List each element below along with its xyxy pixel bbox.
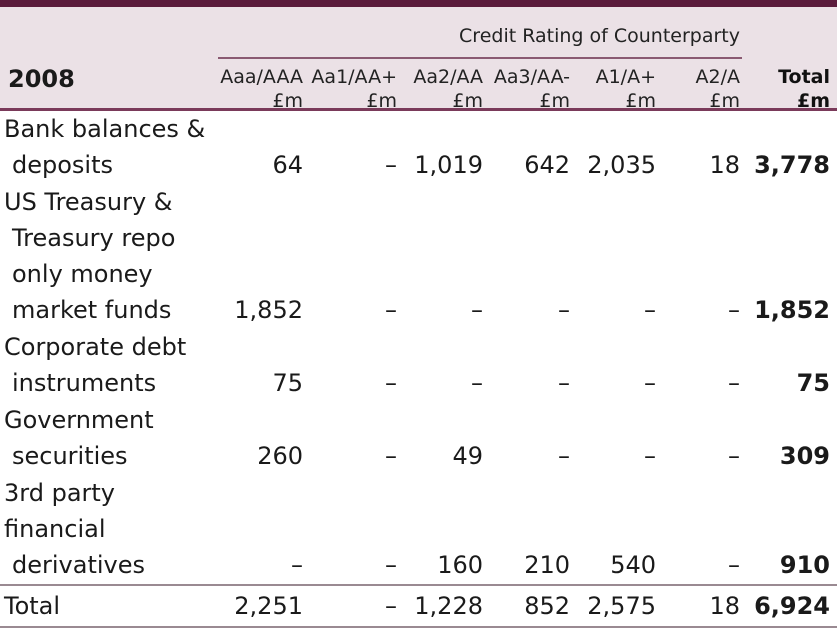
total-value-cell: 2,575 (570, 584, 656, 628)
column-rating: A2/A (695, 66, 741, 88)
value-cell: – (385, 369, 397, 397)
column-header: Aa2/AA £m (413, 65, 483, 113)
table-row: Corporate debt instruments 75 – – – – – 75 (0, 329, 837, 402)
total-row-label: Total (0, 584, 218, 628)
value-cell: 260 (257, 442, 303, 470)
row-total-cell: 3,778 (754, 151, 830, 179)
row-label-line: market funds (12, 296, 172, 324)
row-label-line: only money (12, 260, 153, 288)
column-unit: £m (625, 90, 656, 112)
group-header-rule (218, 57, 742, 59)
value-cell: 64 (272, 151, 303, 179)
row-label-line: Corporate debt (4, 333, 187, 361)
column-header: A1/A+ £m (596, 65, 656, 113)
value-cell: – (558, 296, 570, 324)
column-rating: Total (778, 66, 830, 88)
value-cell: 18 (709, 151, 740, 179)
row-total-cell: 910 (779, 551, 830, 579)
row-label-line: 3rd party financial (4, 479, 115, 543)
column-header: Aa1/AA+ £m (311, 65, 397, 113)
column-unit: £m (709, 90, 740, 112)
column-unit: £m (366, 90, 397, 112)
column-unit: £m (539, 90, 570, 112)
total-row: Total 2,251–1,228 852 2,575 18 6,924 (0, 584, 837, 628)
value-cell: – (644, 369, 656, 397)
table-header: Credit Rating of Counterparty 2008 Aaa/A… (0, 7, 837, 113)
value-cell: – (728, 442, 740, 470)
value-cell: 160 (437, 551, 483, 579)
value-cell: – (558, 442, 570, 470)
value-cell: – (471, 369, 483, 397)
row-label: Corporate debt instruments (0, 329, 218, 402)
column-rating: Aa2/AA (413, 66, 483, 88)
table-row: Government securities 260 – 49 – – – 309 (0, 402, 837, 475)
column-header-total: Total £m (778, 65, 830, 113)
row-label: 3rd party financial derivatives (0, 475, 218, 585)
value-cell: – (644, 442, 656, 470)
column-header: Aa3/AA- £m (494, 65, 570, 113)
column-rating: Aa3/AA- (493, 66, 570, 88)
row-label-line: derivatives (12, 551, 145, 579)
row-total-cell: 75 (796, 369, 830, 397)
total-value-cell: 18 (656, 584, 740, 628)
value-cell: – (728, 551, 740, 579)
value-cell: – (728, 296, 740, 324)
year-label: 2008 (8, 65, 75, 93)
value-cell: – (385, 551, 397, 579)
row-total-cell: 1,852 (754, 296, 830, 324)
total-value-cell: 1,228 (397, 584, 483, 628)
column-unit: £m (452, 90, 483, 112)
row-label: US Treasury & Treasury repo only money mark… (0, 184, 218, 329)
value-cell: – (471, 296, 483, 324)
table-body: Bank balances & deposits 64–1,019 642 2,035 1… (0, 111, 837, 628)
row-label-line: Bank balances & (4, 115, 206, 143)
row-label-line: instruments (12, 369, 157, 397)
value-cell: – (385, 151, 397, 179)
column-rating: Aaa/AAA (220, 66, 303, 88)
value-cell: 2,035 (587, 151, 656, 179)
column-header: A2/A £m (696, 65, 741, 113)
table-row: Bank balances & deposits 64 –1,019 642 2,035 1… (0, 111, 837, 184)
value-cell: – (385, 442, 397, 470)
row-label: Bank balances & deposits (0, 111, 218, 184)
value-cell: – (558, 369, 570, 397)
row-label-line: Treasury repo (12, 224, 176, 252)
value-cell: 1,852 (234, 296, 303, 324)
column-header: Aaa/AAA £m (220, 65, 303, 113)
row-total-cell: 309 (779, 442, 830, 470)
table-row: US Treasury & Treasury repo only money mark… (0, 184, 837, 329)
column-unit: £m (796, 90, 830, 112)
value-cell: 540 (610, 551, 656, 579)
grand-total-cell: 6,924 (740, 584, 837, 628)
row-label-line: securities (12, 442, 128, 470)
row-label-line: Government (4, 406, 154, 434)
value-cell: – (291, 551, 303, 579)
credit-rating-table: Bank balances & deposits 64–1,019 642 2,035 1… (0, 111, 837, 628)
value-cell: – (644, 296, 656, 324)
group-header: Credit Rating of Counterparty (459, 25, 740, 47)
top-accent-bar (0, 0, 837, 7)
value-cell: 75 (272, 369, 303, 397)
table-row: 3rd party financial derivatives – – 160 210 54… (0, 475, 837, 585)
value-cell: – (385, 296, 397, 324)
total-value-cell: 2,251 (218, 584, 303, 628)
column-rating: A1/A+ (595, 66, 656, 88)
row-label-line: deposits (12, 151, 114, 179)
column-unit: £m (272, 90, 303, 112)
value-cell: 1,019 (414, 151, 483, 179)
value-cell: 642 (524, 151, 570, 179)
total-value-cell: – (303, 584, 397, 628)
row-label-line: US Treasury & (4, 188, 173, 216)
value-cell: – (728, 369, 740, 397)
total-value-cell: 852 (483, 584, 570, 628)
value-cell: 210 (524, 551, 570, 579)
value-cell: 49 (452, 442, 483, 470)
column-rating: Aa1/AA+ (311, 66, 397, 88)
row-label: Government securities (0, 402, 218, 475)
